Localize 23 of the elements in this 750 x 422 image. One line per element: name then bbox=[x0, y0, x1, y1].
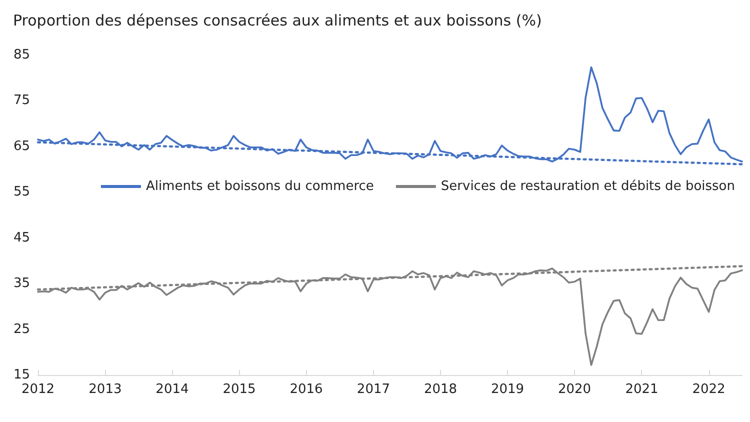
y-tick-label: 15 bbox=[13, 368, 30, 382]
line-series bbox=[37, 66, 743, 162]
x-tick-label: 2020 bbox=[558, 382, 592, 397]
x-tick-label: 2021 bbox=[625, 382, 658, 397]
y-tick-label: 85 bbox=[13, 48, 30, 62]
y-tick-label: 55 bbox=[13, 184, 30, 200]
x-tick-label: 2022 bbox=[692, 382, 726, 397]
y-tick-label: 35 bbox=[13, 276, 30, 292]
legend-label: Aliments et boissons du commerce bbox=[146, 179, 374, 194]
x-tick-label: 2012 bbox=[21, 382, 55, 397]
x-tick-label: 2019 bbox=[490, 382, 524, 397]
chart-title: Proportion des dépenses consacrées aux aliments et aux boissons (%) bbox=[13, 12, 542, 30]
y-tick-label: 65 bbox=[13, 138, 30, 154]
legend-label: Services de restauration et débits de boisson bbox=[440, 179, 735, 194]
x-tick-label: 2017 bbox=[356, 382, 390, 397]
x-tick-label: 2015 bbox=[222, 382, 256, 397]
y-tick-label: 75 bbox=[13, 93, 30, 108]
x-tick-label: 2014 bbox=[156, 382, 189, 397]
y-tick-label: 45 bbox=[13, 230, 30, 246]
x-tick-label: 2013 bbox=[88, 382, 122, 397]
y-tick-label: 25 bbox=[13, 322, 30, 337]
x-tick-label: 2016 bbox=[290, 382, 323, 397]
x-tick-label: 2018 bbox=[424, 382, 458, 397]
